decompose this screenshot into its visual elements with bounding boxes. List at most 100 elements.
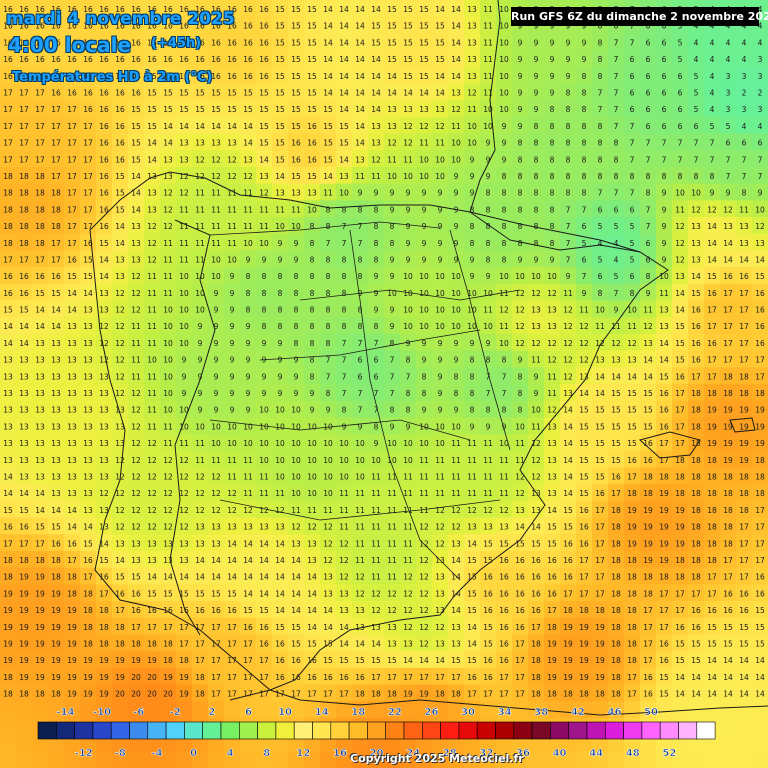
temperature-value: 16: [259, 623, 269, 632]
temperature-value: 10: [211, 439, 221, 448]
legend-swatch: [641, 721, 661, 740]
temperature-value: 18: [19, 222, 29, 231]
temperature-value: 6: [630, 55, 635, 64]
temperature-value: 16: [115, 105, 125, 114]
temperature-value: 11: [147, 289, 157, 298]
temperature-value: 16: [307, 122, 317, 131]
temperature-value: 14: [259, 589, 269, 598]
temperature-value: 13: [67, 422, 77, 431]
temperature-value: 14: [163, 122, 173, 131]
temperature-value: 7: [614, 189, 619, 198]
temperature-value: 15: [307, 89, 317, 98]
temperature-value: 16: [323, 673, 333, 682]
temperature-value: 10: [387, 456, 397, 465]
temperature-value: 15: [83, 539, 93, 548]
temperature-value: 10: [451, 306, 461, 315]
temperature-cell: [80, 33, 97, 51]
temperature-value: 9: [614, 306, 619, 315]
temperature-value: 3: [758, 72, 763, 81]
temperature-value: 13: [19, 422, 29, 431]
temperature-value: 10: [595, 306, 605, 315]
temperature-value: 10: [179, 339, 189, 348]
temperature-cell: [128, 16, 145, 34]
temperature-value: 12: [419, 589, 429, 598]
temperature-value: 4: [726, 55, 731, 64]
temperature-value: 8: [294, 272, 299, 281]
temperature-value: 17: [35, 539, 45, 548]
temperature-value: 8: [278, 306, 283, 315]
temperature-value: 17: [739, 289, 749, 298]
temperature-value: 15: [627, 439, 637, 448]
temperature-value: 15: [291, 72, 301, 81]
temperature-cell: [144, 66, 161, 85]
temperature-value: 19: [83, 673, 93, 682]
temperature-value: 9: [246, 322, 251, 331]
temperature-value: 11: [403, 556, 413, 565]
temperature-value: 13: [67, 406, 77, 415]
temperature-value: 19: [19, 639, 29, 648]
temperature-cell: [96, 83, 113, 101]
temperature-value: 11: [163, 439, 173, 448]
temperature-value: 19: [3, 623, 13, 632]
temperature-value: 14: [323, 22, 333, 31]
temperature-value: 11: [371, 556, 381, 565]
temperature-value: 10: [451, 272, 461, 281]
temperature-value: 9: [550, 89, 555, 98]
temperature-value: 15: [227, 105, 237, 114]
temperature-value: 8: [294, 289, 299, 298]
temperature-value: 13: [51, 422, 61, 431]
temperature-value: 8: [406, 406, 411, 415]
temperature-value: 8: [518, 155, 523, 164]
temperature-value: 15: [643, 406, 653, 415]
temperature-value: 15: [19, 306, 29, 315]
temperature-value: 16: [483, 589, 493, 598]
temperature-value: 12: [211, 506, 221, 515]
temperature-cell: [304, 50, 321, 68]
temperature-value: 14: [195, 573, 205, 582]
temperature-value: 8: [502, 172, 507, 181]
temperature-value: 18: [643, 489, 653, 498]
temperature-value: 15: [419, 72, 429, 81]
temperature-value: 14: [67, 506, 77, 515]
temperature-value: 17: [19, 139, 29, 148]
temperature-value: 18: [115, 623, 125, 632]
temperature-cell: [304, 0, 321, 18]
temperature-value: 10: [291, 456, 301, 465]
temperature-value: 14: [403, 89, 413, 98]
temperature-value: 17: [643, 656, 653, 665]
temperature-cell: [224, 100, 241, 118]
temperature-value: 11: [483, 22, 493, 31]
temperature-cell: [560, 83, 577, 101]
temperature-cell: [304, 33, 321, 51]
temperature-cell: [320, 0, 337, 18]
temperature-cell: [176, 50, 193, 68]
temperature-value: 12: [515, 322, 525, 331]
temperature-value: 16: [99, 122, 109, 131]
temperature-value: 15: [227, 589, 237, 598]
temperature-cell: [288, 83, 305, 101]
temperature-value: 14: [307, 573, 317, 582]
temperature-value: 14: [19, 339, 29, 348]
temperature-cell: [192, 66, 209, 85]
temperature-value: 18: [83, 639, 93, 648]
temperature-value: 9: [534, 55, 539, 64]
temperature-value: 12: [243, 172, 253, 181]
temperature-cell: [416, 83, 433, 101]
temperature-value: 14: [339, 623, 349, 632]
temperature-value: 18: [35, 172, 45, 181]
temperature-value: 12: [147, 473, 157, 482]
temperature-value: 16: [259, 72, 269, 81]
temperature-value: 6: [646, 72, 651, 81]
temperature-value: 13: [115, 539, 125, 548]
temperature-value: 9: [470, 422, 475, 431]
temperature-value: 18: [611, 656, 621, 665]
temperature-value: 8: [422, 372, 427, 381]
temperature-value: 18: [691, 473, 701, 482]
temperature-value: 18: [163, 656, 173, 665]
temperature-cell: [608, 66, 625, 85]
temperature-value: 18: [739, 473, 749, 482]
temperature-cell: [96, 66, 113, 85]
legend-tick-label: 0: [190, 748, 197, 759]
temperature-value: 14: [307, 606, 317, 615]
temperature-value: 14: [211, 122, 221, 131]
